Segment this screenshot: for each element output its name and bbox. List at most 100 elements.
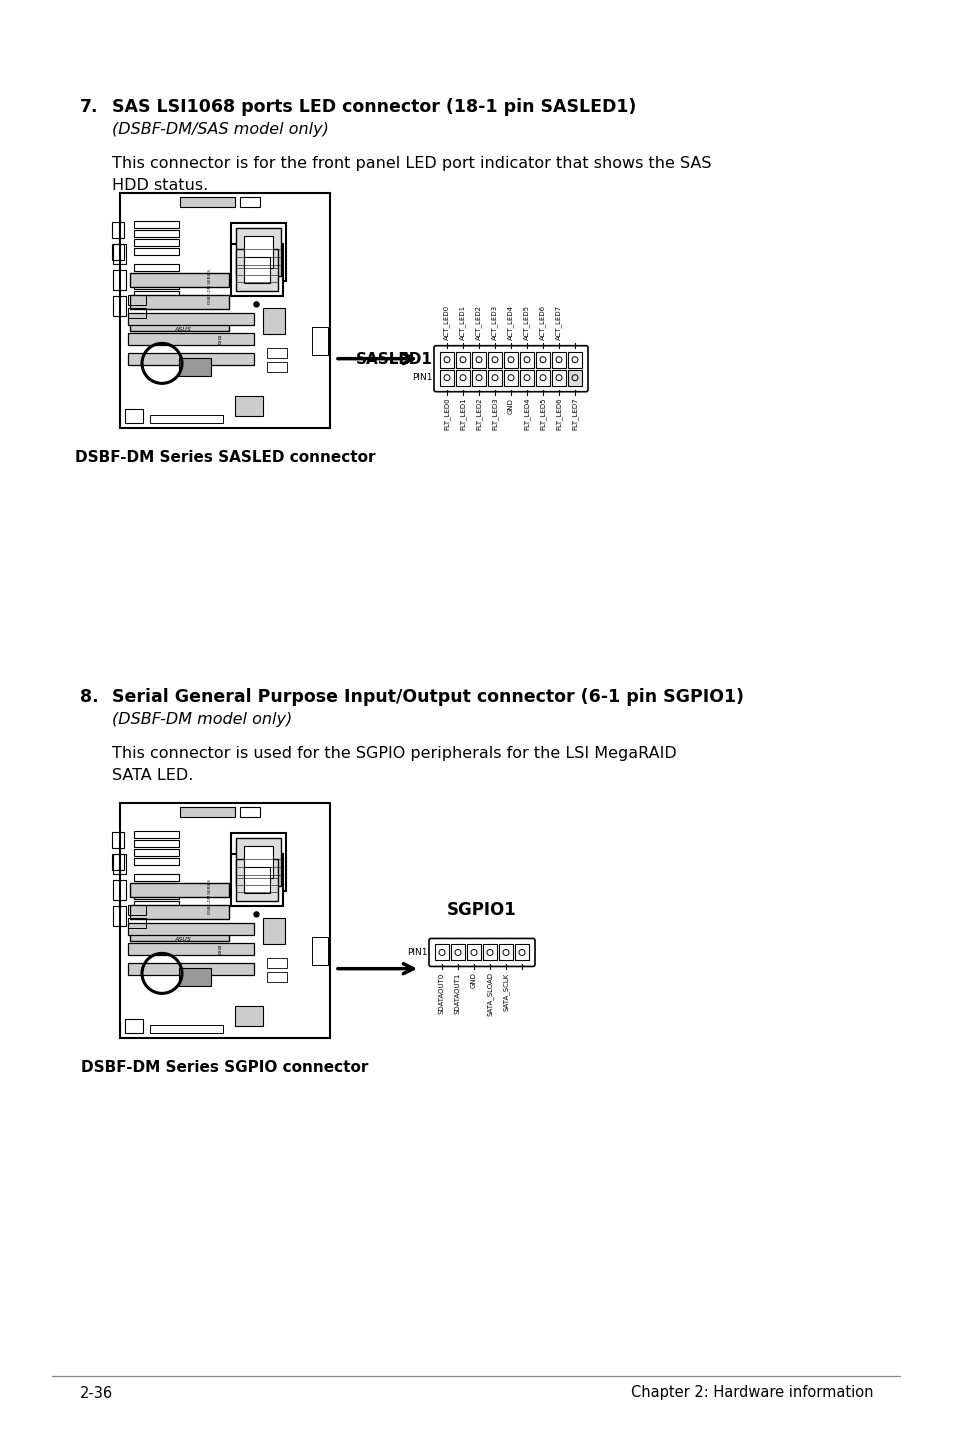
Bar bbox=[112, 243, 126, 263]
Bar bbox=[472, 370, 485, 385]
Bar bbox=[133, 831, 179, 838]
Text: ACT_LED6: ACT_LED6 bbox=[539, 305, 546, 339]
Bar bbox=[519, 370, 534, 385]
Bar bbox=[267, 972, 287, 982]
Bar bbox=[262, 308, 285, 334]
Bar bbox=[236, 229, 281, 276]
Bar bbox=[130, 316, 229, 331]
Text: FLT_LED6: FLT_LED6 bbox=[555, 398, 561, 430]
Bar bbox=[240, 807, 260, 817]
Text: ACT_LED3: ACT_LED3 bbox=[491, 305, 497, 339]
Bar bbox=[439, 370, 454, 385]
Bar bbox=[451, 945, 464, 961]
Bar bbox=[112, 880, 126, 900]
Bar bbox=[488, 352, 501, 368]
Bar bbox=[133, 858, 179, 866]
Text: Serial General Purpose Input/Output connector (6-1 pin SGPIO1): Serial General Purpose Input/Output conn… bbox=[112, 687, 743, 706]
Bar bbox=[112, 906, 126, 926]
Bar bbox=[267, 958, 287, 968]
Bar bbox=[235, 1007, 263, 1025]
Text: DSBF-DM Series SGPIO connector: DSBF-DM Series SGPIO connector bbox=[81, 1060, 368, 1076]
Bar bbox=[180, 197, 234, 207]
Bar bbox=[128, 923, 253, 935]
Text: This connector is for the front panel LED port indicator that shows the SAS: This connector is for the front panel LE… bbox=[112, 155, 711, 171]
Bar bbox=[130, 883, 229, 897]
Bar bbox=[456, 352, 470, 368]
Text: DSBF-DM SERIES: DSBF-DM SERIES bbox=[208, 880, 213, 915]
Bar bbox=[503, 352, 517, 368]
Text: SDATAOUT0: SDATAOUT0 bbox=[438, 972, 444, 1014]
Bar bbox=[240, 197, 260, 207]
Bar bbox=[112, 854, 126, 873]
Text: FLT_LED0: FLT_LED0 bbox=[443, 398, 450, 430]
Bar bbox=[128, 332, 253, 345]
Bar bbox=[112, 244, 124, 260]
Bar bbox=[236, 838, 281, 886]
Text: ACT_LED7: ACT_LED7 bbox=[555, 305, 561, 339]
Text: FLT_LED5: FLT_LED5 bbox=[539, 398, 546, 430]
Text: SATA LED.: SATA LED. bbox=[112, 768, 193, 784]
Text: SATA_SCLK: SATA_SCLK bbox=[502, 972, 509, 1011]
Bar bbox=[439, 352, 454, 368]
Bar bbox=[133, 221, 179, 229]
Bar bbox=[128, 917, 146, 928]
Text: 8.: 8. bbox=[80, 687, 98, 706]
Bar bbox=[231, 833, 286, 892]
Bar bbox=[133, 239, 179, 246]
Bar bbox=[120, 802, 330, 1038]
Text: DSBF-DM SERIES: DSBF-DM SERIES bbox=[208, 269, 213, 305]
Bar bbox=[435, 945, 449, 961]
FancyBboxPatch shape bbox=[429, 939, 535, 966]
Text: FLT_LED3: FLT_LED3 bbox=[491, 398, 497, 430]
Bar bbox=[130, 928, 229, 940]
Text: SAS LSI1068 ports LED connector (18-1 pin SASLED1): SAS LSI1068 ports LED connector (18-1 pi… bbox=[112, 98, 636, 116]
Bar bbox=[128, 352, 253, 365]
Bar bbox=[178, 358, 211, 377]
Bar bbox=[262, 917, 285, 943]
Bar bbox=[236, 249, 278, 292]
Bar bbox=[244, 236, 273, 267]
Bar bbox=[133, 883, 179, 890]
Circle shape bbox=[253, 912, 258, 917]
Bar bbox=[133, 230, 179, 237]
Text: FLT_LED7: FLT_LED7 bbox=[571, 398, 578, 430]
Bar bbox=[536, 352, 550, 368]
Bar bbox=[552, 370, 565, 385]
Bar bbox=[112, 221, 124, 239]
Bar bbox=[128, 962, 253, 975]
Text: GND: GND bbox=[471, 972, 476, 988]
Text: ASUS: ASUS bbox=[174, 936, 192, 942]
Bar bbox=[312, 328, 328, 355]
Text: DSBF-DM Series SASLED connector: DSBF-DM Series SASLED connector bbox=[74, 450, 375, 464]
Text: ACT_LED2: ACT_LED2 bbox=[476, 305, 482, 339]
Bar bbox=[552, 352, 565, 368]
Text: ACT_LED0: ACT_LED0 bbox=[443, 305, 450, 339]
Bar bbox=[128, 942, 253, 955]
Text: B
B: B B bbox=[216, 946, 220, 956]
Text: SDATAOUT1: SDATAOUT1 bbox=[455, 972, 460, 1014]
Bar bbox=[133, 902, 179, 907]
Bar bbox=[125, 408, 143, 423]
Bar bbox=[482, 945, 497, 961]
Bar bbox=[515, 945, 529, 961]
Text: 2-36: 2-36 bbox=[80, 1385, 113, 1401]
Bar bbox=[130, 905, 229, 919]
Bar bbox=[128, 312, 253, 325]
Bar bbox=[244, 846, 273, 879]
Bar bbox=[236, 860, 278, 902]
Bar bbox=[128, 308, 146, 318]
Bar bbox=[133, 874, 179, 881]
Text: GND: GND bbox=[507, 398, 514, 414]
Bar bbox=[231, 244, 283, 296]
Bar bbox=[235, 395, 263, 416]
Text: PIN1: PIN1 bbox=[407, 948, 428, 956]
Text: FLT_LED1: FLT_LED1 bbox=[459, 398, 466, 430]
Bar bbox=[244, 867, 270, 893]
Bar bbox=[567, 352, 581, 368]
Bar bbox=[178, 968, 211, 986]
Bar bbox=[150, 1025, 223, 1032]
Bar bbox=[267, 361, 287, 371]
Text: 7.: 7. bbox=[80, 98, 98, 116]
Bar bbox=[498, 945, 513, 961]
Bar bbox=[244, 257, 270, 283]
